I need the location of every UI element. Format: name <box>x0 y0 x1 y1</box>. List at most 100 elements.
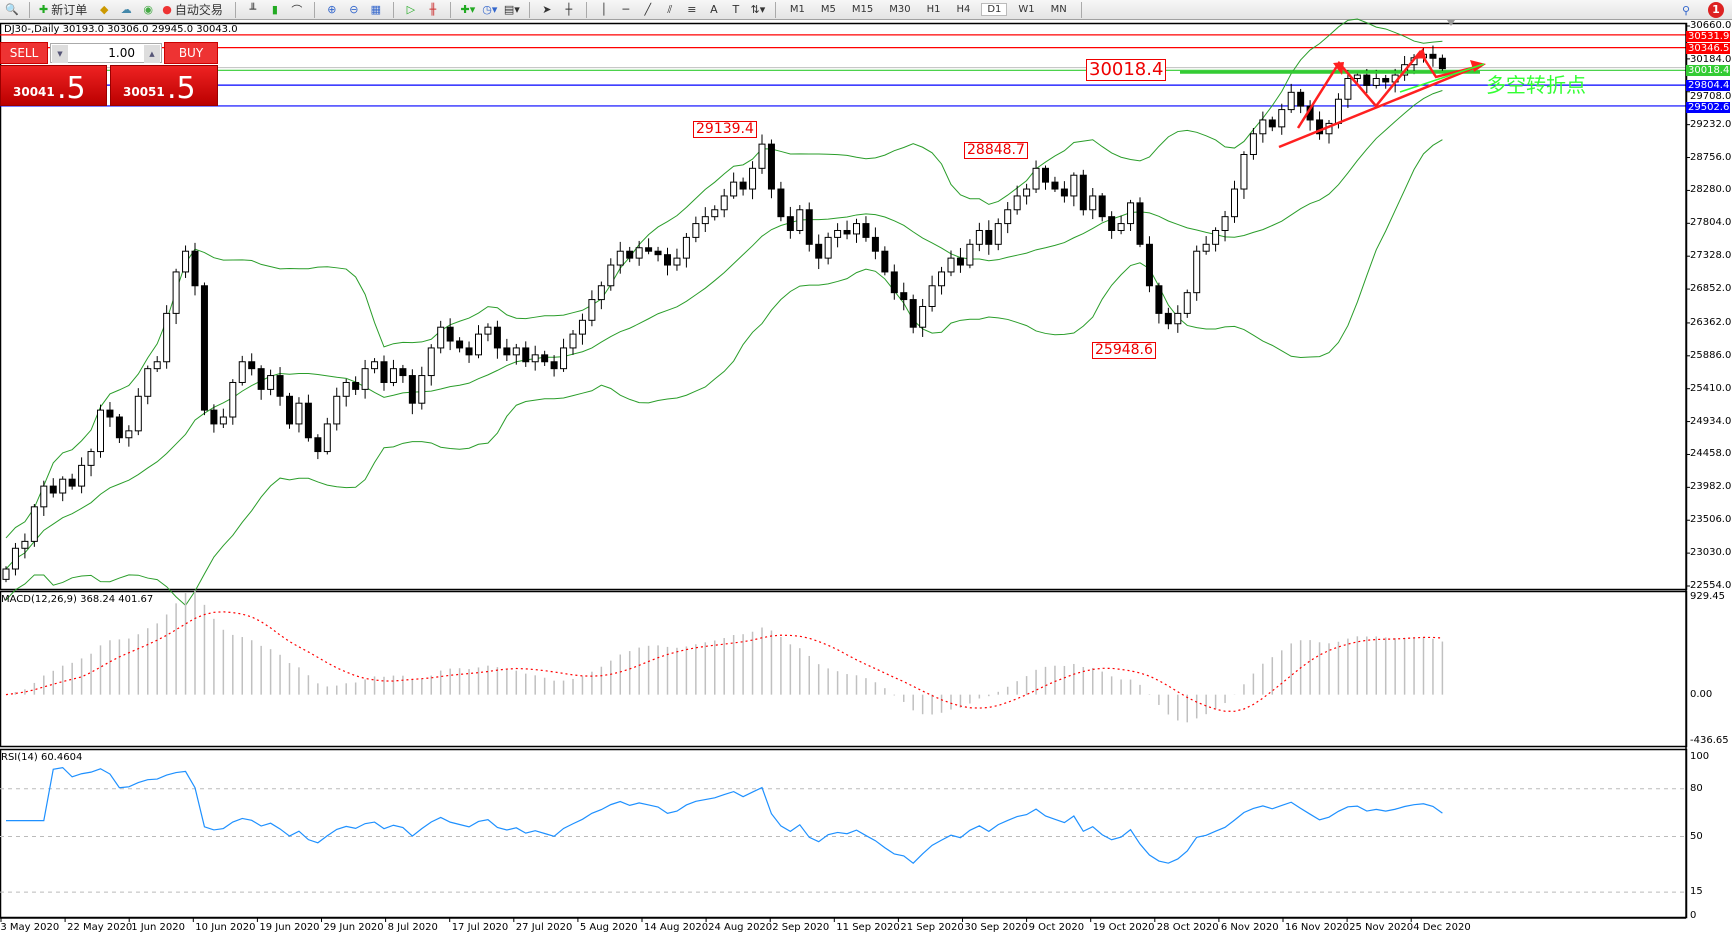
templates-icon[interactable]: ▤▾ <box>503 3 520 16</box>
candle <box>1438 54 1446 73</box>
timeframe-h1[interactable]: H1 <box>926 4 941 15</box>
auto-scroll-icon[interactable]: ▷ <box>406 3 416 16</box>
candle-body <box>427 347 435 377</box>
sell-button[interactable]: SELL <box>0 42 48 64</box>
candle <box>569 329 577 355</box>
candle <box>1429 45 1437 67</box>
candle-body <box>11 547 19 570</box>
timeframe-h4[interactable]: H4 <box>956 4 971 15</box>
candle <box>97 404 104 458</box>
line-chart-icon[interactable]: ⌒ <box>291 3 303 17</box>
separator <box>29 1 30 18</box>
candle-body <box>1089 195 1097 211</box>
price-annotation-30018[interactable]: 30018.4 <box>1086 59 1167 81</box>
price-annotation-25948[interactable]: 25948.6 <box>1092 342 1156 360</box>
horizontal-line-icon[interactable]: ─ <box>622 3 630 16</box>
timeframe-w1[interactable]: W1 <box>1018 4 1035 15</box>
candle <box>1259 111 1267 143</box>
periods-clock-icon[interactable]: ◷▾ <box>482 3 498 16</box>
text-label-icon[interactable]: T <box>732 3 740 16</box>
candle <box>749 161 757 200</box>
candle-body <box>333 395 341 425</box>
notification-badge[interactable]: 1 <box>1708 2 1724 18</box>
date-axis-label: 29 Jun 2020 <box>323 922 384 933</box>
candle-body <box>1259 119 1267 135</box>
candle-body <box>1042 167 1049 183</box>
market-watch-icon[interactable]: ◆ <box>100 3 109 16</box>
timeframe-d1[interactable]: D1 <box>981 3 1008 16</box>
candle <box>1221 210 1229 242</box>
candle <box>1287 83 1295 113</box>
auto-trading-button[interactable]: ● 自动交易 <box>162 3 223 17</box>
price-annotation-28848[interactable]: 28848.7 <box>964 142 1028 160</box>
new-order-button[interactable]: ✚ 新订单 <box>39 3 88 17</box>
price-annotation-29139[interactable]: 29139.4 <box>693 121 757 139</box>
trend-reversal-text[interactable]: 多空转折点 <box>1486 73 1586 97</box>
zoom-search-icon[interactable]: 🔍 <box>5 3 19 16</box>
candle <box>588 290 596 327</box>
candle <box>191 242 199 296</box>
candle <box>106 402 114 427</box>
buy-button[interactable]: BUY <box>164 42 218 64</box>
date-axis-label: 28 Oct 2020 <box>1156 922 1219 933</box>
timeframe-m30[interactable]: M30 <box>889 4 911 15</box>
zoom-in-icon[interactable]: ⊕ <box>327 3 337 16</box>
fibonacci-icon[interactable]: ≡ <box>687 3 697 16</box>
text-icon[interactable]: A <box>710 3 718 16</box>
navigator-icon[interactable]: ☁ <box>120 3 132 16</box>
rsi-axis-label: 15 <box>1690 886 1703 898</box>
chart-shift-icon[interactable]: ╫ <box>429 3 437 16</box>
candle-body <box>1429 53 1437 59</box>
tile-windows-icon[interactable]: ▦ <box>370 3 382 16</box>
candle <box>144 365 152 405</box>
indicators-icon[interactable]: ✚▾ <box>460 3 476 16</box>
candle-body <box>229 381 237 418</box>
bar-chart-icon[interactable]: ╨ <box>249 3 257 16</box>
sell-price-box[interactable]: 30041 .5 <box>0 65 107 106</box>
zoom-out-icon[interactable]: ⊖ <box>349 3 359 16</box>
candlestick-icon[interactable]: ▮ <box>271 3 278 16</box>
date-axis-label: 19 Jun 2020 <box>259 922 320 933</box>
one-click-trading-panel: SELL 1.00 ▼ ▲ BUY 30041 .5 30051 .5 <box>0 42 218 106</box>
candle-body <box>701 216 709 225</box>
signal-icon[interactable]: ◉ <box>143 3 154 16</box>
candle-body <box>900 292 908 301</box>
candle <box>720 188 728 218</box>
candle-body <box>1240 153 1248 190</box>
candle-body <box>371 361 379 370</box>
candle-body <box>408 375 416 404</box>
equidistant-channel-icon[interactable]: ⫽ <box>667 2 673 16</box>
candle-body <box>465 347 473 356</box>
crosshair-icon[interactable]: ┼ <box>565 3 573 16</box>
candle-body <box>238 361 246 383</box>
candle-body <box>938 271 946 287</box>
timeframe-m5[interactable]: M5 <box>820 4 836 15</box>
candle-body <box>172 271 180 314</box>
candle-body <box>1117 223 1125 231</box>
price-axis-label: 24934.0 <box>1690 415 1732 427</box>
lot-size-input[interactable]: 1.00 <box>50 43 162 63</box>
lot-decrease-button[interactable]: ▼ <box>52 45 68 63</box>
search-icon[interactable]: ⚲ <box>1681 3 1691 17</box>
candle <box>1098 193 1106 222</box>
timeframe-m1[interactable]: M1 <box>789 4 805 15</box>
candle <box>664 247 671 276</box>
buy-price-box[interactable]: 30051 .5 <box>110 65 218 106</box>
candle-body <box>219 416 227 425</box>
candle <box>59 476 67 502</box>
date-axis-label: 13 May 2020 <box>0 922 60 933</box>
vertical-line-icon[interactable]: │ <box>600 3 608 16</box>
candle <box>975 222 983 252</box>
date-axis-label: 25 Nov 2020 <box>1349 922 1414 933</box>
lot-increase-button[interactable]: ▲ <box>144 45 160 63</box>
candle <box>200 282 208 416</box>
candle <box>966 239 974 269</box>
arrows-icon[interactable]: ⇅▾ <box>750 3 766 16</box>
timeframe-m15[interactable]: M15 <box>851 4 874 15</box>
timeframe-mn[interactable]: MN <box>1050 4 1067 15</box>
candle-body <box>541 354 549 363</box>
trendline-icon[interactable]: ╱ <box>644 3 652 16</box>
candle <box>484 323 492 342</box>
cursor-icon[interactable]: ➤ <box>542 3 552 16</box>
